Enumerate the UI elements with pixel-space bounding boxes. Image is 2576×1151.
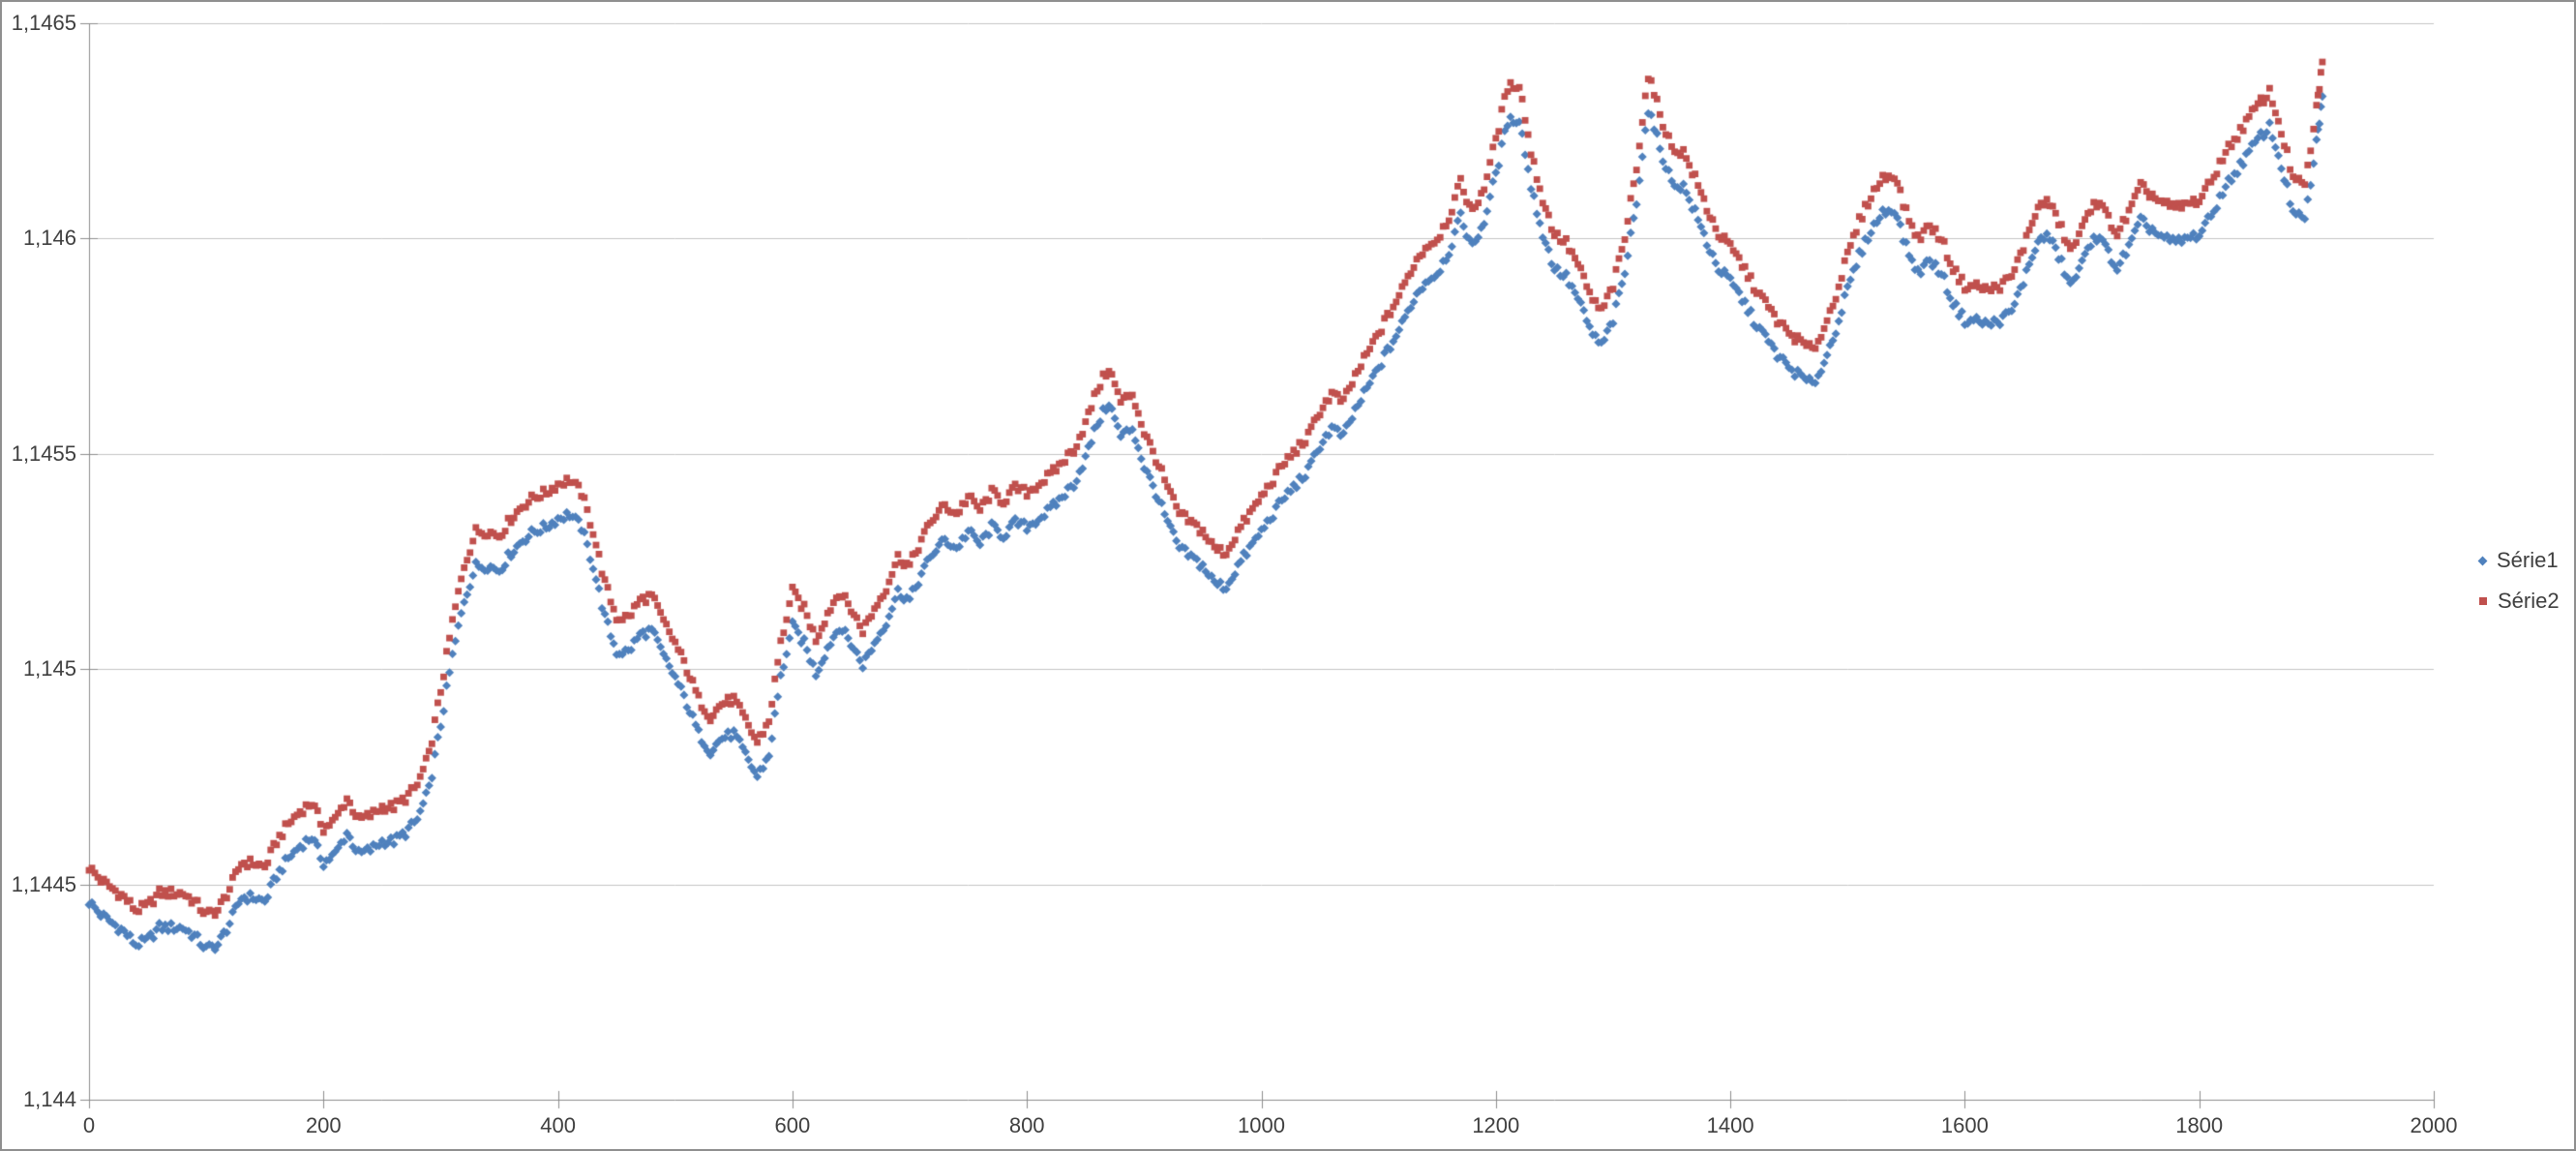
legend-label-serie2: Série2 bbox=[2498, 589, 2560, 613]
legend-label-serie1: Série1 bbox=[2497, 548, 2559, 572]
serie2-square-marker-icon bbox=[2479, 597, 2487, 605]
legend[interactable]: Série1 Série2 bbox=[2477, 540, 2560, 621]
serie1-diamond-marker-icon bbox=[2477, 556, 2488, 565]
legend-item-serie2[interactable]: Série2 bbox=[2479, 581, 2560, 621]
legend-item-serie1[interactable]: Série1 bbox=[2477, 540, 2560, 581]
